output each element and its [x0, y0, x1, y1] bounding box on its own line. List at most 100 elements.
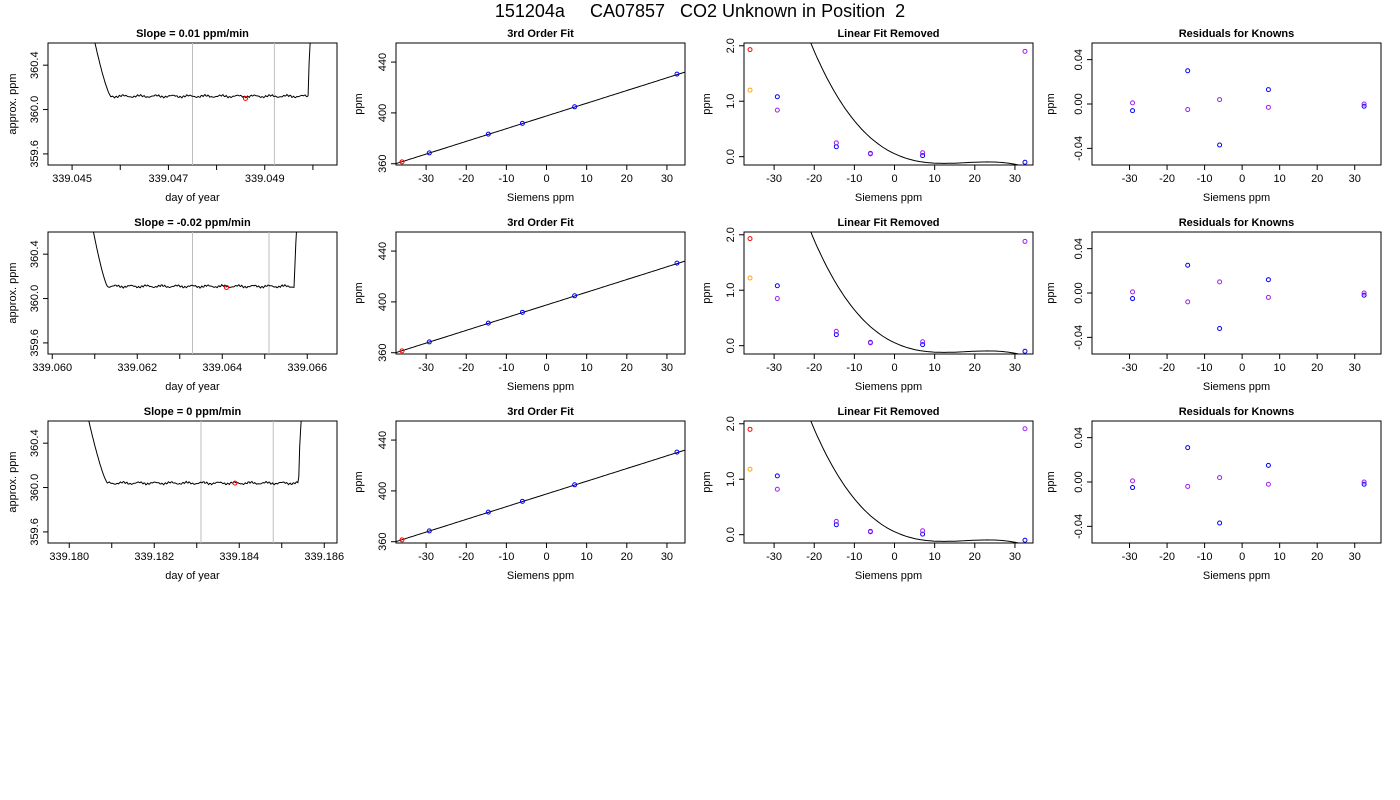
x-tick-label: -30 [418, 362, 434, 374]
x-tick-label: 20 [1311, 551, 1323, 563]
fit-curve [810, 43, 1021, 165]
data-point [1130, 296, 1136, 302]
x-tick-label: -30 [1122, 551, 1138, 563]
data-point [674, 71, 680, 77]
y-tick-label: 360 [377, 533, 389, 551]
panel-title: Linear Fit Removed [837, 406, 939, 418]
plot-area [94, 43, 311, 165]
x-tick-label: -10 [846, 173, 862, 185]
panel-r0c0: Slope = 0.01 ppm/min 339.045 339.047 339.04… [7, 28, 338, 204]
data-point [1185, 68, 1191, 74]
x-tick-label: 30 [1349, 551, 1361, 563]
data-point [485, 320, 491, 326]
x-tick-label: 30 [1009, 173, 1021, 185]
data-point [1265, 294, 1271, 300]
panel-r0c1: 3rd Order Fit -30 -20 -10 0 10 20 30 360 400 440 Si… [353, 28, 686, 204]
x-tick-label: 0 [543, 362, 549, 374]
x-axis-label: Siemens ppm [507, 381, 574, 393]
trace-line [92, 232, 297, 289]
x-tick-label: 10 [1274, 362, 1286, 374]
data-point [747, 275, 753, 281]
data-point [747, 466, 753, 472]
y-tick-label: 0.04 [1073, 427, 1085, 448]
y-tick-label: 440 [377, 242, 389, 260]
data-point [1130, 478, 1136, 484]
data-point [1217, 279, 1223, 285]
x-tick-label: -10 [1197, 173, 1213, 185]
data-point [1217, 520, 1223, 526]
data-point [674, 449, 680, 455]
y-tick-label: 359.6 [29, 518, 41, 546]
x-tick-label: 10 [1274, 551, 1286, 563]
axes-box [1091, 420, 1382, 544]
x-axis-label: Siemens ppm [1203, 381, 1270, 393]
y-tick-label: 0.0 [725, 338, 737, 353]
data-point [399, 159, 405, 165]
data-point [1361, 479, 1367, 485]
page-title: 151204a CA07857 CO2 Unknown in Position … [494, 1, 906, 21]
data-point [426, 528, 432, 534]
panel-r1c3: Residuals for Knowns -30 -20 -10 0 10 20 30 -0.0… [1045, 217, 1382, 393]
y-tick-label: 0.04 [1073, 238, 1085, 259]
plot-area [747, 232, 1028, 354]
trace-line [88, 421, 302, 486]
data-point [1217, 325, 1223, 331]
y-tick-label: 360.0 [29, 96, 41, 124]
fit-curve [810, 421, 1021, 543]
x-tick-label: 20 [1311, 362, 1323, 374]
y-tick-label: 360 [377, 344, 389, 362]
panel-title: Slope = -0.02 ppm/min [134, 217, 251, 229]
data-point [1185, 299, 1191, 305]
trace-line [94, 43, 311, 99]
data-point [1265, 462, 1271, 468]
data-point [519, 120, 525, 126]
data-point [1022, 426, 1028, 432]
x-tick-label: 339.049 [245, 173, 285, 185]
data-point [1185, 107, 1191, 113]
plot-area [396, 449, 685, 543]
x-tick-label: -30 [766, 173, 782, 185]
x-tick-label: 339.182 [134, 551, 174, 563]
data-point [867, 529, 873, 535]
data-point [1130, 100, 1136, 106]
x-tick-label: 339.062 [117, 362, 157, 374]
y-axis-label: approx. ppm [7, 262, 19, 323]
panel-r2c3: Residuals for Knowns -30 -20 -10 0 10 20 30 -0.0… [1045, 406, 1382, 582]
fit-curve [396, 449, 685, 543]
panel-r1c0: Slope = -0.02 ppm/min 339.060 339.062 339.0… [7, 217, 338, 393]
data-point [747, 47, 753, 53]
plot-area [1130, 445, 1367, 526]
panel-title: Linear Fit Removed [837, 217, 939, 229]
data-point [833, 522, 839, 528]
x-tick-label: 339.060 [32, 362, 72, 374]
data-point [1130, 289, 1136, 295]
y-tick-label: 0.00 [1073, 93, 1085, 114]
panel-title: Residuals for Knowns [1179, 406, 1295, 418]
x-tick-label: 30 [661, 362, 673, 374]
x-tick-label: -30 [766, 551, 782, 563]
x-tick-label: 30 [661, 551, 673, 563]
data-point [426, 339, 432, 345]
data-point [1185, 483, 1191, 489]
x-tick-label: 20 [621, 173, 633, 185]
x-tick-label: 0 [1239, 551, 1245, 563]
x-tick-label: -10 [498, 551, 514, 563]
panel-title: Residuals for Knowns [1179, 217, 1295, 229]
x-tick-label: 10 [929, 551, 941, 563]
x-tick-label: -20 [458, 362, 474, 374]
data-point [1185, 445, 1191, 451]
x-tick-label: 0 [891, 173, 897, 185]
x-tick-label: -20 [806, 551, 822, 563]
panel-r2c2: Linear Fit Removed -30 -20 -10 0 10 20 30 0.0 1.0… [701, 406, 1034, 582]
x-axis-label: Siemens ppm [1203, 570, 1270, 582]
axes-box [1091, 231, 1382, 355]
x-tick-label: 0 [891, 551, 897, 563]
x-tick-label: 30 [1009, 362, 1021, 374]
data-point [572, 293, 578, 299]
x-tick-label: 20 [1311, 173, 1323, 185]
data-point [426, 150, 432, 156]
data-point [1217, 475, 1223, 481]
data-point [1217, 97, 1223, 103]
data-point [747, 426, 753, 432]
